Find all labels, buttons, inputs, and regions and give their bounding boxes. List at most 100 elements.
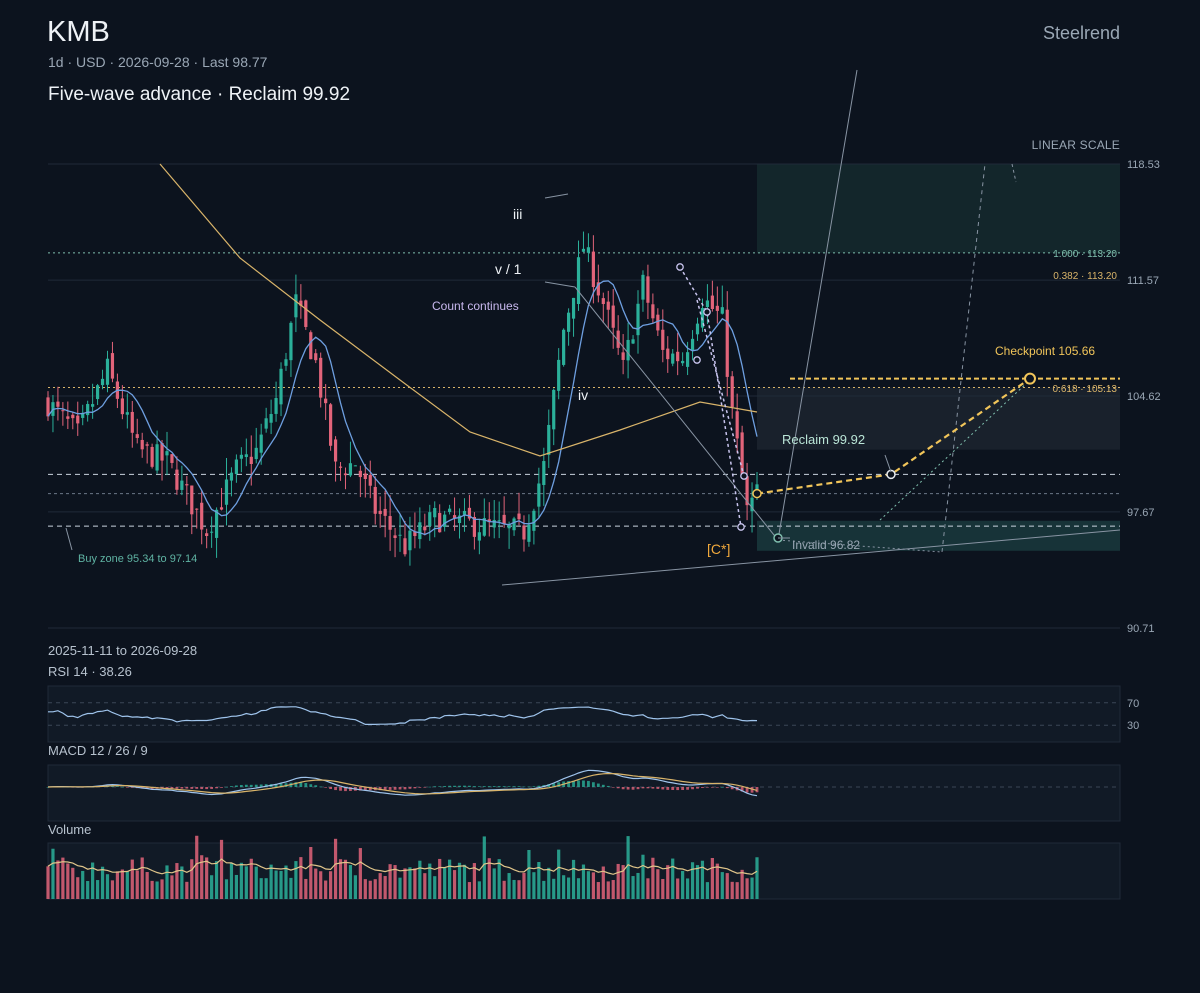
macd-histogram-bar: [309, 784, 313, 787]
candle-body: [205, 533, 209, 536]
candle-body: [443, 514, 447, 527]
volume-bar: [418, 860, 422, 899]
candle-body: [398, 534, 402, 536]
candle-body: [631, 339, 635, 344]
iii-leader: [544, 193, 569, 199]
candle-body: [636, 303, 640, 336]
wave-label-v1: v / 1: [495, 261, 522, 277]
volume-bar: [219, 839, 224, 899]
volume-bar: [547, 867, 551, 899]
candle-body: [91, 404, 95, 407]
candle-body: [641, 274, 645, 300]
macd-histogram-bar: [363, 787, 367, 791]
candle-body: [626, 339, 630, 361]
candle-body: [329, 404, 333, 446]
candle-body: [195, 508, 199, 510]
candle-body: [487, 519, 491, 523]
macd-histogram-bar: [696, 787, 699, 789]
candle-body: [681, 360, 685, 364]
candle-body: [343, 473, 348, 476]
candle-body: [671, 353, 675, 364]
macd-histogram-bar: [388, 787, 392, 790]
macd-histogram-bar: [482, 786, 486, 787]
macd-histogram-bar: [403, 787, 407, 790]
candle-body: [210, 531, 214, 533]
volume-bar: [333, 838, 338, 899]
volume-bar: [457, 862, 462, 899]
macd-histogram-bar: [448, 785, 452, 787]
candle-body: [314, 353, 318, 361]
macd-histogram-bar: [477, 786, 481, 787]
volume-bar: [715, 863, 719, 899]
candle-body: [388, 516, 392, 530]
macd-histogram-bar: [492, 786, 496, 787]
forecast-start-marker: [752, 488, 762, 499]
candle-body: [249, 456, 253, 465]
macd-histogram-bar: [631, 787, 635, 790]
candle-body: [224, 479, 229, 505]
volume-bar: [472, 863, 476, 899]
candle-body: [408, 530, 412, 551]
volume-bar: [666, 865, 670, 899]
volume-bar: [150, 880, 154, 899]
price-axis: 118.53 111.57 104.62 97.67 90.71: [1127, 159, 1161, 635]
candle-body: [269, 414, 273, 423]
macd-histogram-bar: [324, 787, 328, 788]
macd-histogram-bar: [125, 787, 129, 788]
macd-histogram-bar: [299, 782, 303, 787]
macd-histogram-bar: [438, 786, 442, 787]
candle-body: [363, 473, 367, 479]
volume-bar: [571, 859, 576, 899]
rsi-title: RSI 14 · 38.26: [48, 664, 132, 679]
candle-body: [571, 297, 576, 319]
macd-histogram-bar: [418, 787, 422, 788]
y-tick-label: 118.53: [1127, 159, 1160, 171]
volume-bar: [110, 880, 115, 899]
volume-bar: [239, 862, 243, 899]
volume-bar: [135, 870, 139, 899]
candle-body: [413, 531, 417, 537]
candle-body: [740, 432, 744, 477]
macd-histogram-bar: [120, 786, 124, 788]
volume-bar: [175, 863, 179, 899]
volume-bar: [46, 866, 50, 899]
candle-body: [140, 439, 144, 450]
volume-bar: [606, 881, 610, 899]
volume-bar: [210, 875, 214, 899]
candle-body: [289, 322, 293, 361]
macd-histogram-bar: [294, 782, 298, 787]
volume-bar: [497, 859, 501, 899]
macd-histogram-bar: [676, 787, 680, 791]
candle-body: [517, 513, 521, 520]
volume-bar: [76, 877, 80, 899]
volume-bar: [462, 864, 467, 899]
volume-bar: [616, 863, 620, 899]
scale-toggle[interactable]: LINEAR SCALE: [1031, 138, 1120, 152]
volume-bar: [552, 878, 556, 899]
macd-histogram-bar: [170, 787, 174, 789]
candle-body: [527, 524, 531, 542]
candle-body: [750, 497, 754, 512]
volume-bar: [651, 857, 655, 899]
candle-body: [462, 510, 467, 515]
volume-bar: [750, 877, 754, 899]
candle-body: [353, 465, 357, 467]
candle-body: [547, 424, 551, 455]
volume-bar: [145, 872, 149, 899]
y-tick-label: 111.57: [1127, 275, 1159, 287]
candle-body: [229, 472, 234, 481]
volume-bar: [165, 865, 169, 899]
wave-pivot-marker: [740, 472, 748, 480]
volume-bar: [522, 872, 526, 899]
candle-body: [566, 312, 571, 332]
macd-panel-bg: [47, 764, 1121, 822]
candle-body: [452, 515, 457, 519]
volume-bar: [264, 878, 268, 899]
volume-bar: [690, 862, 695, 899]
volume-bar: [388, 864, 392, 899]
volume-bar: [740, 869, 744, 899]
macd-histogram-bar: [725, 787, 729, 789]
candle-body: [745, 476, 749, 506]
volume-bar: [710, 858, 714, 899]
